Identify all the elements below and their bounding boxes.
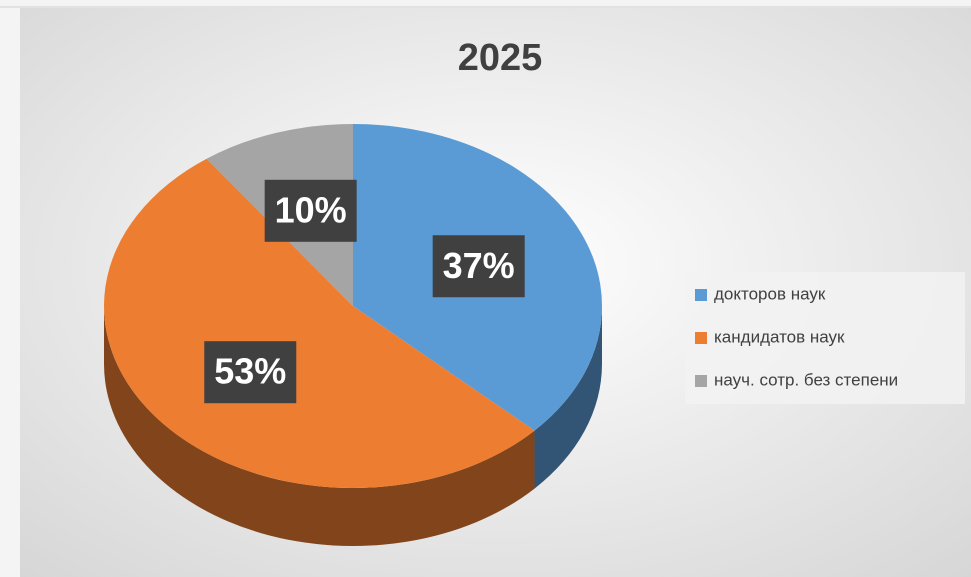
legend-label: кандидатов наук	[714, 327, 845, 346]
data-label-box	[264, 179, 357, 242]
chart-title: 2025	[458, 37, 543, 79]
legend-label: докторов наук	[714, 284, 826, 303]
data-label: 37%	[443, 245, 515, 286]
slice-side	[104, 306, 535, 546]
legend-label: науч. сотр. без степени	[714, 370, 898, 389]
legend	[685, 272, 965, 404]
data-label: 10%	[275, 189, 347, 230]
legend-swatch	[695, 289, 707, 301]
data-label-box	[204, 341, 297, 404]
legend-swatch	[695, 375, 707, 387]
data-label: 53%	[214, 351, 286, 392]
slice-side	[534, 306, 602, 489]
data-label-box	[432, 235, 525, 298]
slice	[103, 158, 535, 489]
legend-swatch	[695, 332, 707, 344]
